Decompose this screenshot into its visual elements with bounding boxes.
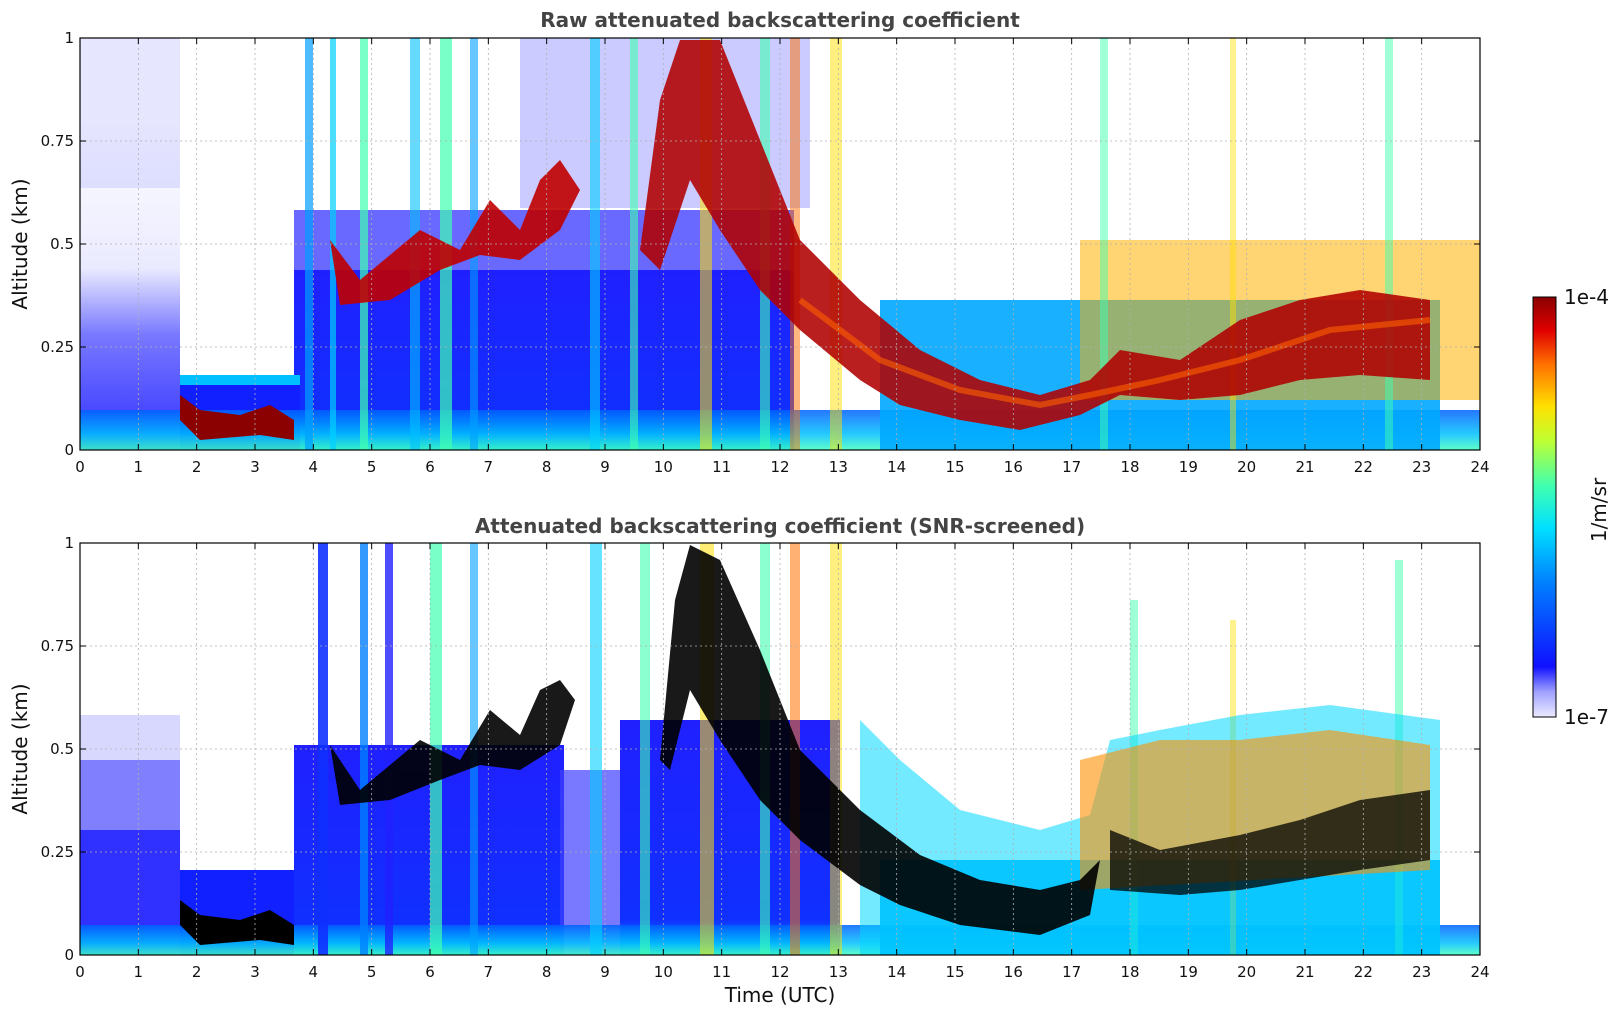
top-y-axis-label: Altitude (km)	[8, 178, 32, 309]
top-axis-ticks: 0 1 2 3 4 5 6 7 8 9 10 11 12 13 14 15 16 17 18 19 20 21 22 23 24…	[41, 29, 1490, 476]
top-aerosol-layer-mid	[330, 160, 580, 305]
bottom-x-tick-label: 13	[829, 963, 848, 981]
bottom-y-tick-label: 0.75	[41, 637, 74, 655]
bottom-x-tick-label: 0	[75, 963, 85, 981]
bottom-panel-title: Attenuated backscattering coefficient (S…	[475, 514, 1085, 538]
colorbar: 1e-4 1e-7 1/m/sr	[1532, 285, 1611, 729]
bottom-x-tick-label: 1	[134, 963, 144, 981]
top-x-tick-label: 6	[425, 458, 435, 476]
bottom-rising-layer	[660, 545, 1100, 935]
colorbar-min-label: 1e-7	[1564, 705, 1609, 729]
top-x-tick-label: 15	[945, 458, 964, 476]
top-x-tick-label: 14	[887, 458, 906, 476]
top-y-tick-label: 0	[64, 441, 74, 459]
bottom-grid	[80, 543, 1480, 955]
top-x-tick-label: 7	[484, 458, 494, 476]
top-x-tick-label: 11	[712, 458, 731, 476]
bottom-x-tick-label: 22	[1354, 963, 1373, 981]
bottom-x-tick-label: 9	[600, 963, 610, 981]
bottom-x-tick-label: 7	[484, 963, 494, 981]
bottom-x-tick-label: 11	[712, 963, 731, 981]
bottom-x-tick-label: 5	[367, 963, 377, 981]
bottom-x-tick-label: 2	[192, 963, 202, 981]
top-x-tick-label: 21	[1295, 458, 1314, 476]
top-x-tick-label: 12	[770, 458, 789, 476]
top-y-tick-label: 1	[64, 29, 74, 47]
top-x-tick-label: 13	[829, 458, 848, 476]
bottom-boundary-layer	[180, 900, 294, 945]
colorbar-gradient	[1532, 296, 1557, 718]
x-axis-label: Time (UTC)	[724, 983, 836, 1007]
top-x-tick-label: 18	[1120, 458, 1139, 476]
top-y-tick-label: 0.5	[50, 235, 74, 253]
top-y-tick-label: 0.75	[41, 132, 74, 150]
top-x-tick-label: 1	[134, 458, 144, 476]
bottom-y-tick-label: 1	[64, 534, 74, 552]
top-x-tick-label: 20	[1237, 458, 1256, 476]
top-x-tick-label: 2	[192, 458, 202, 476]
top-x-tick-label: 5	[367, 458, 377, 476]
bottom-y-tick-label: 0.5	[50, 740, 74, 758]
bottom-x-tick-label: 18	[1120, 963, 1139, 981]
colorbar-max-label: 1e-4	[1564, 285, 1609, 309]
top-panel-title: Raw attenuated backscattering coefficien…	[540, 8, 1020, 32]
bottom-aerosol-layer-mid	[330, 680, 575, 805]
bottom-y-axis-label: Altitude (km)	[8, 683, 32, 814]
bottom-x-tick-label: 12	[770, 963, 789, 981]
top-x-tick-label: 8	[542, 458, 552, 476]
top-x-tick-label: 19	[1179, 458, 1198, 476]
bottom-x-tick-label: 16	[1004, 963, 1023, 981]
top-rising-layer	[640, 40, 1430, 430]
top-x-tick-label: 10	[654, 458, 673, 476]
top-x-tick-label: 17	[1062, 458, 1081, 476]
bottom-x-tick-label: 19	[1179, 963, 1198, 981]
bottom-x-tick-label: 4	[309, 963, 319, 981]
top-x-tick-label: 9	[600, 458, 610, 476]
bottom-x-tick-label: 17	[1062, 963, 1081, 981]
bottom-x-tick-label: 14	[887, 963, 906, 981]
colorbar-unit-label: 1/m/sr	[1587, 477, 1611, 542]
bottom-x-tick-label: 21	[1295, 963, 1314, 981]
bottom-x-tick-label: 10	[654, 963, 673, 981]
bottom-y-tick-label: 0.25	[41, 843, 74, 861]
top-x-tick-label: 16	[1004, 458, 1023, 476]
top-x-tick-label: 22	[1354, 458, 1373, 476]
bottom-x-tick-label: 3	[250, 963, 260, 981]
top-y-tick-label: 0.25	[41, 338, 74, 356]
top-x-tick-label: 23	[1412, 458, 1431, 476]
top-x-tick-label: 0	[75, 458, 85, 476]
bottom-y-tick-label: 0	[64, 946, 74, 964]
bottom-x-tick-label: 8	[542, 963, 552, 981]
bottom-x-tick-label: 6	[425, 963, 435, 981]
top-x-tick-label: 3	[250, 458, 260, 476]
top-x-tick-label: 4	[309, 458, 319, 476]
top-boundary-layer	[180, 395, 294, 440]
bottom-x-tick-label: 20	[1237, 963, 1256, 981]
bottom-x-tick-label: 24	[1470, 963, 1489, 981]
bottom-x-tick-label: 15	[945, 963, 964, 981]
top-grid	[80, 38, 1480, 450]
top-x-tick-label: 24	[1470, 458, 1489, 476]
bottom-x-tick-label: 23	[1412, 963, 1431, 981]
bottom-axis-ticks: 0 1 2 3 4 5 6 7 8 9 10 11 12 13 14 15 16 17 18 19 20 21 22 23 24…	[41, 534, 1490, 981]
